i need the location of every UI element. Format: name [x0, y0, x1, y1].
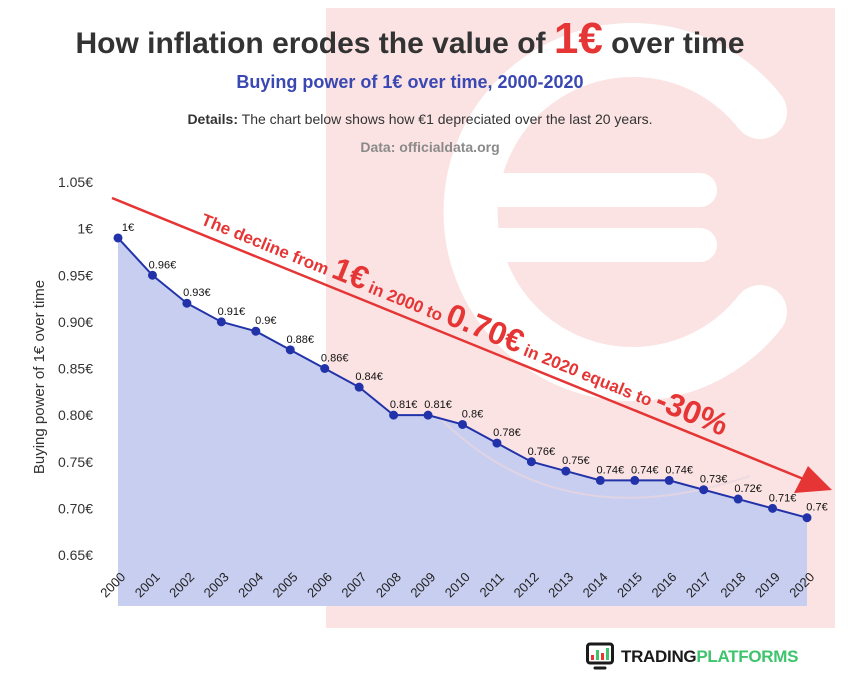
data-label-2011: 0.78€	[493, 427, 521, 439]
data-point-2008	[389, 410, 399, 420]
data-point-2002	[182, 298, 192, 308]
data-label-2004: 0.9€	[255, 315, 276, 327]
data-point-2005	[285, 345, 295, 355]
details-label: Details:	[187, 111, 239, 127]
title-prefix: How inflation erodes the value of	[75, 27, 546, 60]
chart-title: How inflation erodes the value of 1€ ove…	[0, 14, 820, 64]
logo-text-platforms: PLATFORMS	[696, 647, 799, 666]
data-source: Data: officialdata.org	[360, 139, 500, 155]
data-label-2010: 0.8€	[462, 408, 483, 420]
details-body: The chart below shows how €1 depreciated…	[241, 111, 653, 127]
data-label-2013: 0.75€	[562, 455, 590, 467]
y-tick-label: 0.90€	[58, 314, 93, 330]
data-point-2015	[630, 475, 640, 485]
data-label-2006: 0.86€	[321, 353, 349, 365]
data-point-2020	[802, 513, 812, 523]
data-label-2003: 0.91€	[218, 306, 246, 318]
decline-arrow	[111, 196, 832, 493]
data-point-2009	[423, 410, 433, 420]
data-label-2007: 0.84€	[355, 371, 383, 383]
chart-subtitle: Buying power of 1€ over time, 2000-2020	[236, 72, 584, 92]
data-label-2008: 0.81€	[390, 399, 418, 411]
data-label-2017: 0.73€	[700, 474, 728, 486]
data-label-2002: 0.93€	[183, 287, 211, 299]
data-point-2013	[561, 466, 571, 476]
data-point-2016	[664, 475, 674, 485]
annotation-part1: The decline from	[198, 210, 331, 279]
data-point-2004	[251, 326, 261, 336]
y-tick-label: 0.80€	[58, 407, 93, 423]
data-points	[113, 233, 812, 523]
data-point-2019	[768, 503, 778, 513]
y-axis-ticks: 1.05€ 1€ 0.95€ 0.90€ 0.85€ 0.80€ 0.75€ 0.70€ 0.6…	[58, 174, 93, 563]
title-suffix: over time	[611, 27, 745, 60]
data-point-2003	[216, 317, 226, 327]
y-tick-label: 0.95€	[58, 267, 93, 283]
data-label-2005: 0.88€	[286, 334, 314, 346]
data-point-2006	[320, 364, 330, 373]
logo-monitor-icon	[586, 642, 614, 670]
data-point-2011	[492, 438, 502, 448]
data-label-2014: 0.74€	[597, 464, 625, 476]
annotation-part3: in 2020 equals to	[521, 341, 655, 410]
data-point-2014	[595, 475, 605, 485]
data-label-2016: 0.74€	[665, 464, 693, 476]
data-label-2018: 0.72€	[734, 483, 762, 495]
tradingplatforms-logo[interactable]: TRADING PLATFORMS	[586, 641, 798, 673]
data-point-2017	[699, 485, 709, 495]
data-point-2012	[526, 457, 536, 467]
y-tick-label: 0.85€	[58, 361, 93, 377]
data-label-2012: 0.76€	[528, 446, 556, 458]
data-label-2000: 1€	[122, 222, 134, 234]
details-text: Details: The chart below shows how €1 de…	[0, 111, 840, 127]
data-label-2020: 0.7€	[806, 502, 827, 514]
data-label-2001: 0.96€	[149, 259, 177, 271]
data-point-2001	[147, 270, 157, 280]
y-axis-label: Buying power of 1€ over time	[31, 280, 48, 474]
data-point-2018	[733, 494, 743, 504]
y-tick-label: 0.70€	[58, 500, 93, 516]
logo-text-trading: TRADING	[621, 647, 697, 666]
data-label-2009: 0.81€	[424, 399, 452, 411]
data-point-2007	[354, 382, 364, 392]
y-tick-label: 1€	[77, 221, 93, 237]
area-fill	[118, 237, 807, 606]
data-label-2015: 0.74€	[631, 464, 659, 476]
data-point-2010	[458, 419, 467, 429]
y-tick-label: 0.65€	[58, 547, 93, 563]
data-labels: 1€ 0.96€ 0.93€ 0.91€ 0.9€ 0.88€ 0.86€ 0.84€ 0.81…	[122, 222, 828, 514]
data-point-2000	[113, 233, 123, 243]
y-tick-label: 1.05€	[58, 174, 93, 190]
title-highlight: 1€	[553, 14, 603, 63]
y-tick-label: 0.75€	[58, 454, 93, 470]
data-label-2019: 0.71€	[769, 492, 797, 504]
